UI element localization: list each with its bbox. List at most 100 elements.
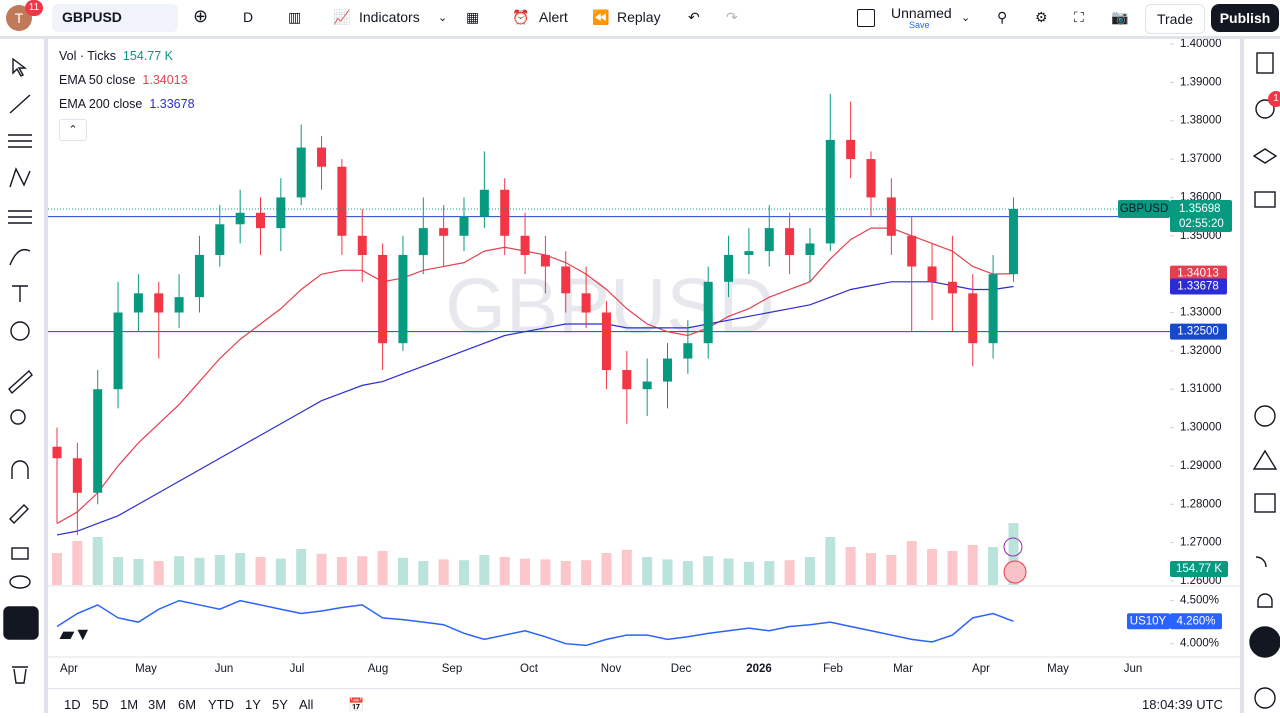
search-icon[interactable]: ⚲ (997, 9, 1008, 25)
price-badge (1170, 323, 1227, 340)
lock-tool[interactable] (11, 547, 29, 560)
calendar[interactable] (1254, 493, 1276, 513)
y-tick-label: 1.33000 (1180, 307, 1222, 319)
volume-bar (906, 541, 917, 585)
range-button[interactable]: 5Y (272, 697, 288, 712)
templates[interactable]: ▦ (466, 9, 480, 25)
cursor-tool[interactable] (12, 57, 28, 77)
range-button[interactable]: All (299, 697, 314, 712)
volume-bar (621, 549, 632, 585)
range-button[interactable]: 1Y (245, 697, 261, 712)
text-tool[interactable] (12, 285, 28, 302)
range-button[interactable]: 1M (120, 697, 139, 712)
candle-body (418, 228, 428, 255)
y-tick-label: 1.28000 (1180, 498, 1222, 510)
dropdown[interactable]: ⌄ (961, 12, 971, 24)
chats[interactable] (1254, 191, 1276, 208)
delete-tool[interactable] (12, 666, 28, 684)
y-tick-label: 1.30000 (1180, 422, 1222, 434)
volume-bar (418, 561, 429, 585)
symbol[interactable]: GBPUSD (62, 9, 122, 25)
ruler-tool[interactable] (8, 369, 33, 395)
target[interactable] (1254, 405, 1276, 427)
layout-icon[interactable] (857, 9, 875, 27)
price-badge-label: 1.32500 (1177, 326, 1219, 338)
replay[interactable]: Replay (617, 9, 661, 25)
apps[interactable] (1249, 626, 1280, 658)
range-button[interactable]: 5D (92, 697, 109, 712)
snapshot-icon[interactable]: 📷 (1111, 9, 1129, 25)
layers[interactable] (1252, 148, 1278, 164)
visibility-tool[interactable] (9, 575, 31, 589)
fullscreen-icon[interactable]: ⛶ (1074, 9, 1084, 25)
alerts[interactable] (1255, 99, 1275, 119)
candle-body (663, 358, 672, 382)
candle-body (622, 370, 632, 390)
date-range-icon[interactable]: 📅 (348, 697, 365, 712)
candle-body (601, 312, 611, 371)
zoom-tool[interactable] (10, 409, 26, 425)
x-tick-label: Jun (1124, 663, 1143, 675)
range-button[interactable]: 3M (148, 697, 167, 712)
link-tool[interactable] (3, 606, 39, 640)
candle-body (1008, 209, 1018, 275)
alert-icon[interactable]: ⏰ (512, 9, 530, 25)
candle-body (479, 189, 489, 217)
settings-icon[interactable]: ⚙ (1035, 9, 1048, 25)
legend-value: 1.34013 (142, 73, 188, 87)
symbol-box[interactable] (52, 4, 178, 32)
notifications[interactable] (1257, 593, 1273, 608)
volume-bar (438, 559, 449, 585)
range-button[interactable]: 6M (178, 697, 197, 712)
brush-tool[interactable] (9, 248, 31, 266)
watchlist[interactable] (1256, 52, 1274, 74)
ema-badge (1170, 265, 1227, 282)
volume-bar (581, 560, 592, 585)
candle-body (703, 281, 713, 344)
save[interactable]: Save (909, 20, 930, 30)
interval[interactable]: D (243, 9, 254, 25)
y-tick-label: 1.32000 (1180, 345, 1222, 357)
publish[interactable]: Publish (1211, 4, 1279, 32)
fib-tool[interactable] (8, 134, 32, 148)
candle-body (398, 254, 408, 344)
collapse-legend[interactable]: ⌃ (59, 119, 87, 141)
add-symbol[interactable]: ⊕ (193, 6, 209, 26)
volume-bar (153, 561, 164, 585)
candle-body (825, 139, 835, 244)
undo[interactable]: ↶ (688, 9, 700, 25)
candle-body (744, 251, 754, 255)
indicators-icon[interactable]: 📈 (333, 9, 351, 25)
symbol-badge-label: GBPUSD (1120, 203, 1169, 215)
alert[interactable]: Alert (539, 9, 568, 25)
x-tick-label: Dec (671, 663, 692, 675)
redo: ↷ (726, 9, 738, 25)
replay-icon[interactable]: ⏪ (592, 9, 610, 25)
candle-body (337, 166, 347, 236)
prediction-tool[interactable] (8, 210, 32, 224)
magnet-tool[interactable] (11, 460, 29, 479)
help[interactable] (1254, 687, 1276, 709)
candle-body (215, 224, 225, 255)
x-tick-label: Oct (520, 663, 539, 675)
news[interactable] (1255, 556, 1267, 568)
range-button[interactable]: YTD (208, 697, 234, 712)
ideas[interactable] (1252, 449, 1278, 470)
emoji-tool[interactable] (10, 321, 30, 341)
pattern-tool[interactable] (9, 167, 31, 188)
dropdown[interactable]: ⌄ (438, 12, 448, 24)
chart-type[interactable]: ▥ (288, 9, 302, 25)
volume-bar (92, 537, 103, 585)
candle-body (439, 228, 449, 236)
candle-body (866, 159, 876, 198)
trade[interactable]: Trade (1145, 4, 1205, 34)
trendline-tool[interactable] (9, 94, 31, 114)
indicators[interactable]: Indicators (359, 9, 420, 25)
candle-body (683, 343, 693, 359)
draw-mode[interactable] (9, 504, 29, 524)
range-button[interactable]: 1D (64, 697, 81, 712)
y-tick-label: 1.31000 (1180, 383, 1222, 395)
volume-bar (1008, 523, 1019, 585)
layout-name[interactable]: Unnamed (891, 5, 952, 21)
